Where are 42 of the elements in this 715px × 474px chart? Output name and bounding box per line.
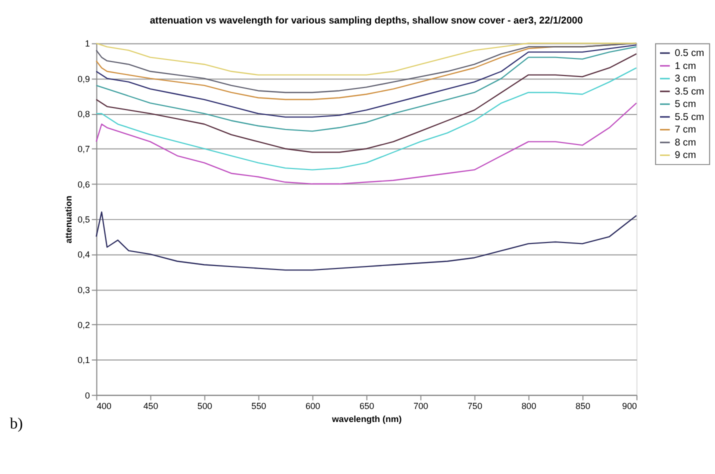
x-tick-label: 600 (305, 401, 320, 412)
line-series (96, 46, 638, 132)
x-tick-label: 750 (468, 401, 482, 412)
legend-label: 7 cm (674, 124, 696, 136)
line-series (96, 44, 638, 118)
y-tick-label: 0,6 (78, 179, 90, 190)
legend-label: 5 cm (674, 99, 696, 110)
x-tick-label: 500 (197, 401, 212, 412)
x-tick-label: 800 (522, 401, 536, 412)
line-series (96, 53, 638, 153)
x-tick-label: 550 (251, 401, 266, 412)
x-tick-label: 850 (576, 401, 590, 412)
legend-label: 0.5 cm (674, 48, 704, 60)
line-series (96, 102, 638, 184)
y-tick-label: 1 (84, 38, 90, 49)
x-axis-title: wavelength (nm) (331, 414, 402, 424)
y-tick-label: 0,7 (78, 144, 90, 154)
text: b) (10, 415, 23, 432)
legend-label: 3.5 cm (674, 86, 704, 98)
y-tick-label: 0,4 (78, 250, 90, 260)
x-tick-label: 700 (413, 401, 428, 412)
y-axis-title: attenuation (64, 196, 74, 244)
x-tick-label: 650 (359, 401, 374, 412)
y-tick-label: 0,8 (78, 109, 90, 120)
legend-label: 1 cm (674, 60, 696, 72)
chart-title: attenuation vs wavelength for various sampling depths, shallow snow cover - aer3, 22/1/2000 (150, 16, 584, 27)
x-tick-label: 450 (143, 401, 158, 412)
y-tick-label: 0,2 (78, 320, 90, 330)
y-tick-label: 0,3 (78, 284, 90, 295)
legend-label: 5.5 cm (674, 112, 704, 123)
line-series (96, 211, 638, 271)
y-tick-label: 0,9 (78, 74, 90, 84)
line-series (96, 42, 638, 76)
x-tick-label: 400 (96, 401, 112, 412)
legend-label: 8 cm (674, 137, 696, 148)
y-tick-label: 0 (84, 390, 90, 400)
x-tick-label: 900 (622, 401, 638, 412)
y-tick-label: 0,1 (78, 355, 90, 366)
y-tick-label: 0,5 (78, 214, 90, 224)
line-series (96, 67, 638, 170)
legend-label: 9 cm (674, 150, 696, 162)
legend-label: 3 cm (674, 74, 696, 85)
